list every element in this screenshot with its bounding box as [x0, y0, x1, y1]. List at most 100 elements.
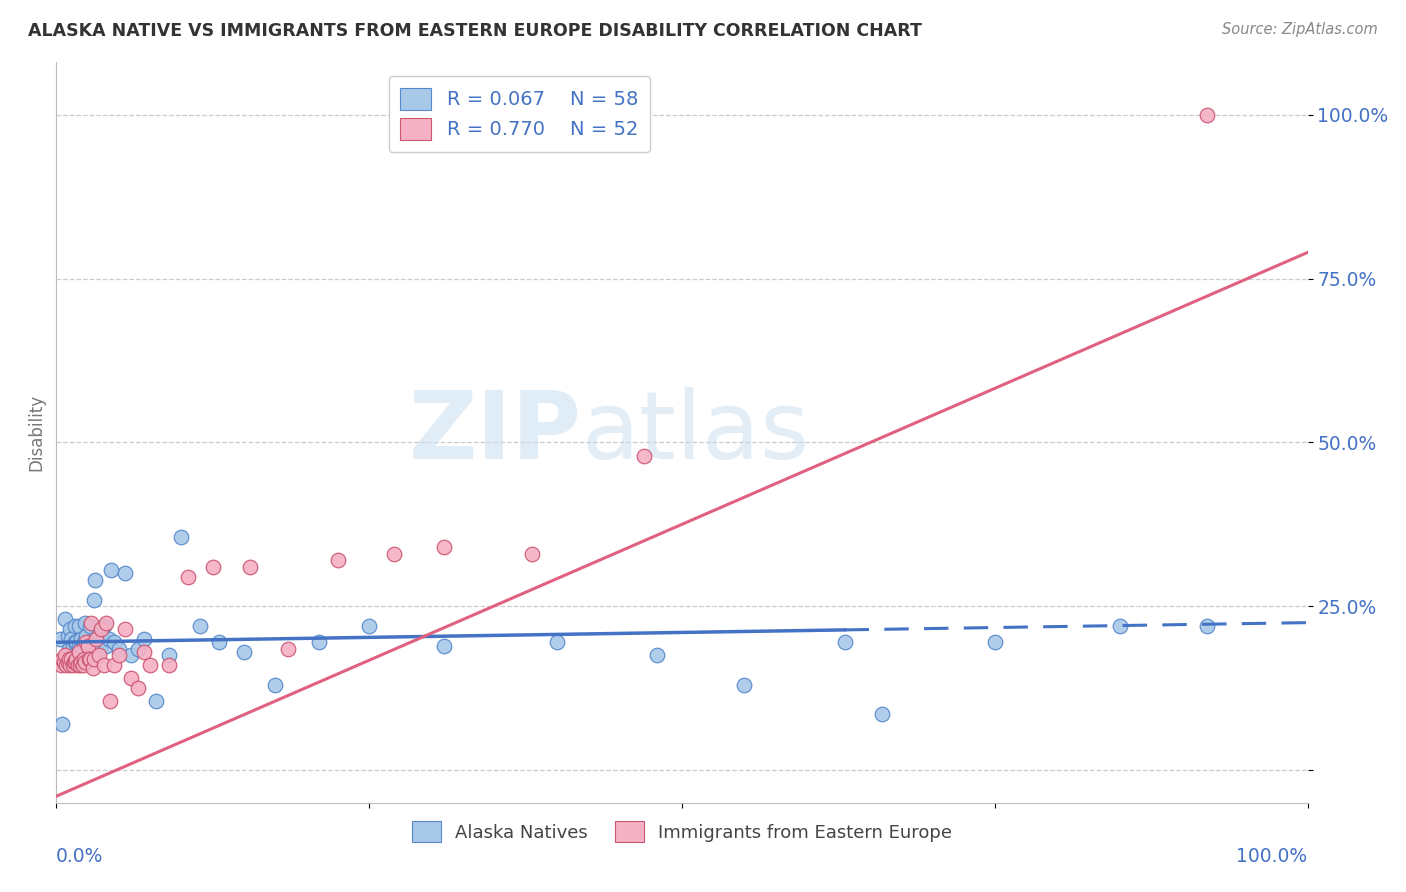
Point	[63, 619, 86, 633]
Point	[359, 619, 381, 633]
Text: 100.0%: 100.0%	[1236, 847, 1308, 866]
Text: ALASKA NATIVE VS IMMIGRANTS FROM EASTERN EUROPE DISABILITY CORRELATION CHART: ALASKA NATIVE VS IMMIGRANTS FROM EASTERN…	[28, 22, 922, 40]
Point	[157, 658, 180, 673]
Point	[70, 632, 93, 646]
Point	[53, 648, 76, 663]
Point	[58, 641, 80, 656]
Point	[1197, 108, 1219, 122]
Point	[62, 639, 84, 653]
Point	[82, 661, 104, 675]
Point	[51, 658, 73, 673]
Point	[157, 648, 180, 663]
Point	[132, 645, 155, 659]
Point	[79, 651, 101, 665]
Point	[56, 629, 79, 643]
Point	[59, 622, 82, 636]
Point	[734, 678, 756, 692]
Point	[69, 641, 91, 656]
Point	[80, 615, 103, 630]
Point	[63, 655, 86, 669]
Point	[326, 553, 349, 567]
Point	[103, 635, 125, 649]
Point	[108, 648, 131, 663]
Text: atlas: atlas	[582, 386, 810, 479]
Point	[62, 655, 84, 669]
Point	[56, 655, 79, 669]
Point	[188, 619, 211, 633]
Point	[139, 658, 162, 673]
Point	[51, 651, 73, 665]
Point	[69, 658, 91, 673]
Point	[645, 648, 668, 663]
Point	[77, 651, 100, 665]
Point	[73, 651, 96, 665]
Point	[89, 641, 111, 656]
Point	[49, 655, 72, 669]
Point	[65, 635, 87, 649]
Point	[96, 615, 118, 630]
Point	[75, 629, 97, 643]
Point	[58, 651, 80, 665]
Point	[73, 655, 96, 669]
Legend: Alaska Natives, Immigrants from Eastern Europe: Alaska Natives, Immigrants from Eastern …	[405, 814, 959, 849]
Point	[83, 592, 105, 607]
Point	[96, 639, 118, 653]
Point	[114, 566, 136, 581]
Point	[201, 560, 224, 574]
Point	[90, 622, 112, 636]
Point	[93, 658, 115, 673]
Point	[51, 717, 73, 731]
Point	[127, 681, 149, 695]
Point	[546, 635, 568, 649]
Point	[633, 449, 655, 463]
Text: Source: ZipAtlas.com: Source: ZipAtlas.com	[1222, 22, 1378, 37]
Point	[55, 658, 77, 673]
Point	[66, 655, 89, 669]
Point	[63, 635, 86, 649]
Point	[127, 641, 149, 656]
Point	[87, 648, 110, 663]
Point	[1197, 619, 1219, 633]
Point	[97, 632, 120, 646]
Point	[72, 658, 94, 673]
Point	[120, 648, 142, 663]
Point	[870, 707, 893, 722]
Point	[53, 612, 76, 626]
Point	[72, 645, 94, 659]
Point	[86, 629, 108, 643]
Point	[100, 563, 122, 577]
Point	[49, 632, 72, 646]
Point	[382, 547, 405, 561]
Point	[170, 531, 193, 545]
Point	[433, 541, 456, 555]
Point	[77, 635, 100, 649]
Point	[76, 639, 98, 653]
Point	[67, 639, 90, 653]
Point	[80, 639, 103, 653]
Point	[70, 655, 93, 669]
Point	[83, 651, 105, 665]
Point	[84, 632, 107, 646]
Point	[264, 678, 287, 692]
Point	[145, 694, 167, 708]
Point	[1109, 619, 1132, 633]
Point	[108, 641, 131, 656]
Point	[91, 632, 114, 646]
Point	[98, 694, 121, 708]
Point	[103, 658, 125, 673]
Y-axis label: Disability: Disability	[27, 394, 45, 471]
Point	[132, 632, 155, 646]
Point	[52, 655, 75, 669]
Point	[277, 641, 299, 656]
Text: 0.0%: 0.0%	[56, 847, 104, 866]
Point	[93, 619, 115, 633]
Point	[62, 648, 84, 663]
Point	[73, 635, 96, 649]
Point	[73, 615, 96, 630]
Point	[62, 658, 84, 673]
Point	[76, 639, 98, 653]
Point	[67, 619, 90, 633]
Point	[67, 645, 90, 659]
Point	[84, 573, 107, 587]
Point	[233, 645, 256, 659]
